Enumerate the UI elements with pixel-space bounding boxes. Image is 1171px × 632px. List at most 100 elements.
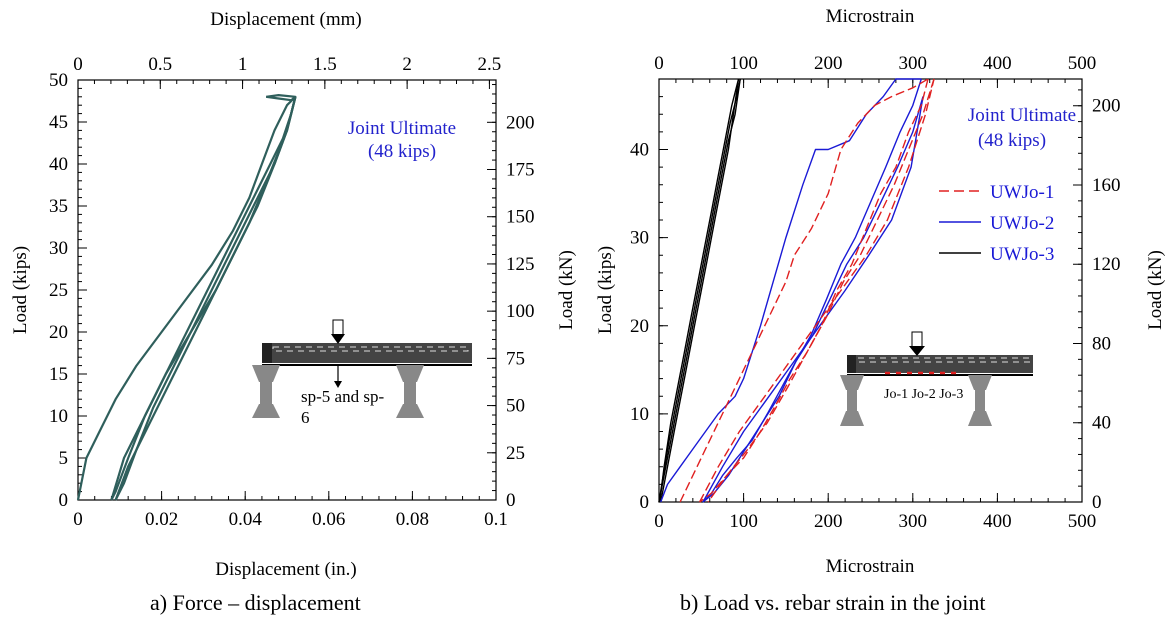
y2-tick-label: 125: [506, 254, 535, 275]
x-axis-title-b: Microstrain: [826, 556, 915, 577]
load-arrow-icon: [911, 331, 923, 348]
series-line-uwjo-2-0: [660, 78, 922, 503]
legend-label-uwjo-1: UWJo-1: [990, 182, 1054, 203]
bridge-deck: [847, 355, 1033, 373]
x2-axis-title-a: Displacement (mm): [210, 9, 361, 30]
series-line-uwjo-2-3: [702, 96, 924, 503]
y2-tick-label: 75: [506, 348, 525, 369]
x-tick-label: 100: [729, 511, 758, 532]
inset-label: Jo-1 Jo-2 Jo-3: [884, 387, 963, 402]
annotation-line1: Joint Ultimate: [348, 118, 456, 139]
y2-tick-label: 150: [506, 207, 535, 228]
annotation-line2: (48 kips): [368, 141, 436, 162]
pier-left: [840, 375, 864, 390]
pier-right: [968, 375, 992, 390]
series-line-a-1: [110, 96, 297, 501]
x-tick-label: 200: [814, 511, 843, 532]
series-line-uwjo-3-1: [658, 78, 741, 503]
x-tick-label: 500: [1068, 511, 1097, 532]
pier-right: [396, 365, 424, 382]
y2-tick-label: 200: [1092, 96, 1121, 117]
x2-tick-label: 2.5: [478, 54, 502, 75]
caption-a: a) Force – displacement: [150, 590, 361, 615]
x-tick-label: 0: [73, 509, 83, 530]
y2-tick-label: 200: [506, 112, 535, 133]
y-tick-label: 25: [49, 280, 68, 301]
series-line-uwjo-2-2: [702, 96, 924, 503]
y-tick-label: 35: [49, 196, 68, 217]
x-tick-label: 400: [983, 511, 1012, 532]
inset-beam-b: [840, 331, 1033, 426]
caption-b: b) Load vs. rebar strain in the joint: [680, 590, 986, 615]
y-tick-label: 10: [630, 404, 649, 425]
x-axis-title-a: Displacement (in.): [215, 559, 356, 580]
x-tick-label: 0.1: [484, 509, 508, 530]
chart-panel-a: 0 0.02 0.04 0.06 0.08 0.10 0.5 1 1.5 2 2.505101520…: [10, 9, 577, 580]
x-tick-label: 300: [899, 511, 928, 532]
y-tick-label: 10: [49, 406, 68, 427]
y-tick-label: 0: [59, 490, 69, 511]
bridge-deck: [262, 343, 472, 363]
y2-tick-label: 25: [506, 443, 525, 464]
y2-axis-title-b: Load (kN): [1145, 250, 1166, 330]
inset-beam-a: [252, 319, 472, 418]
pier-left: [252, 365, 280, 382]
x2-tick-label: 400: [983, 53, 1012, 74]
y-tick-label: 40: [630, 140, 649, 161]
y2-tick-label: 100: [506, 301, 535, 322]
annotation-line1: Joint Ultimate: [968, 105, 1076, 126]
y-tick-label: 50: [49, 70, 68, 91]
y2-tick-label: 80: [1092, 333, 1111, 354]
x2-tick-label: 2: [402, 54, 412, 75]
y-tick-label: 45: [49, 112, 68, 133]
x2-tick-label: 0: [73, 54, 83, 75]
y-axis-title-a: Load (kips): [10, 246, 31, 334]
y2-tick-label: 120: [1092, 254, 1121, 275]
annotation-line2: (48 kips): [978, 130, 1046, 151]
series-line-uwjo-1-2: [698, 78, 935, 503]
x2-tick-label: 0.5: [148, 54, 172, 75]
x2-tick-label: 500: [1068, 53, 1097, 74]
x2-tick-label: 0: [654, 53, 664, 74]
x2-tick-label: 300: [899, 53, 928, 74]
y-tick-label: 40: [49, 154, 68, 175]
series-line-uwjo-3-0: [658, 78, 741, 503]
y2-tick-label: 50: [506, 396, 525, 417]
series-line-a-4: [114, 96, 297, 501]
inset-label-line2: 6: [301, 408, 310, 427]
y-tick-label: 5: [59, 448, 69, 469]
x2-tick-label: 1.5: [313, 54, 337, 75]
series-line-a-5: [265, 93, 297, 102]
y-tick-label: 20: [630, 316, 649, 337]
y-tick-label: 15: [49, 364, 68, 385]
x2-tick-label: 1: [238, 54, 248, 75]
y2-tick-label: 0: [1092, 492, 1102, 513]
inset-label-line1: sp-5 and sp-: [301, 387, 384, 406]
y-tick-label: 30: [630, 228, 649, 249]
series-line-uwjo-1-1: [699, 78, 929, 503]
series-line-uwjo-3-3: [659, 78, 740, 503]
load-arrow-icon: [332, 319, 344, 337]
y2-tick-label: 0: [506, 490, 516, 511]
y2-axis-title-a: Load (kN): [556, 250, 577, 330]
y2-tick-label: 40: [1092, 413, 1111, 434]
series-line-a-0: [76, 96, 297, 501]
y-tick-label: 20: [49, 322, 68, 343]
x-tick-label: 0.02: [145, 509, 178, 530]
series-line-uwjo-1-0: [679, 78, 929, 503]
x2-tick-label: 200: [814, 53, 843, 74]
y-axis-title-b: Load (kips): [595, 246, 616, 334]
x2-axis-title-b: Microstrain: [826, 6, 915, 27]
y-tick-label: 0: [640, 492, 650, 513]
y2-tick-label: 160: [1092, 175, 1121, 196]
x-tick-label: 0.08: [396, 509, 429, 530]
legend-label-uwjo-3: UWJo-3: [990, 244, 1054, 265]
x-tick-label: 0.06: [312, 509, 345, 530]
x-tick-label: 0: [654, 511, 664, 532]
y-tick-label: 30: [49, 238, 68, 259]
legend-b: UWJo-1 UWJo-2 UWJo-3: [939, 182, 1054, 265]
series-line-uwjo-2-1: [702, 78, 922, 503]
x-tick-label: 0.04: [229, 509, 263, 530]
